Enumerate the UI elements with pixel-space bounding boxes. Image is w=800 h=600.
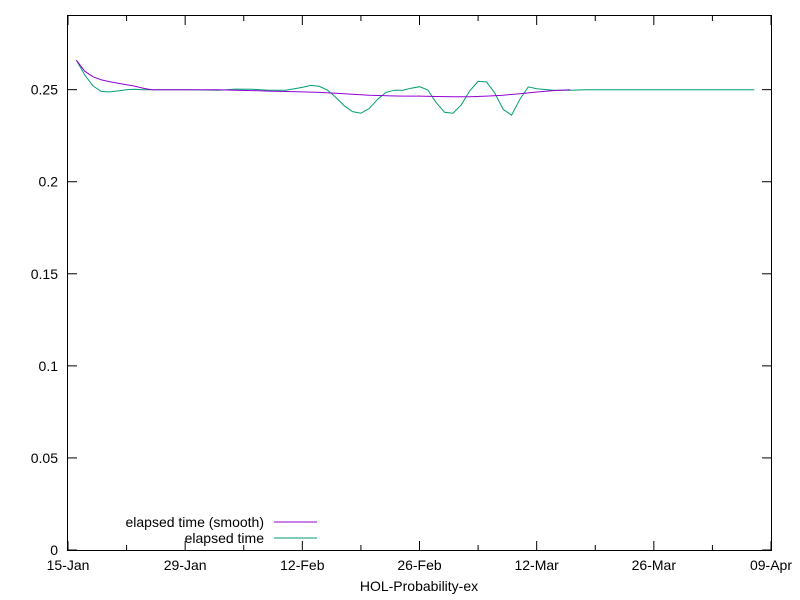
y-tick-label: 0.1 [39, 358, 59, 374]
series-line-smooth [76, 59, 571, 98]
axis-ticks [67, 16, 772, 551]
legend: elapsed time (smooth)elapsed time [125, 514, 317, 546]
x-axis-title: HOL-Probability-ex [360, 578, 478, 594]
x-tick-label: 26-Mar [632, 557, 677, 573]
y-tick-label: 0 [50, 542, 58, 558]
y-tick-label: 0.15 [31, 266, 58, 282]
y-tick-label: 0.25 [31, 82, 58, 98]
x-tick-label: 15-Jan [47, 557, 90, 573]
y-tick-label: 0.05 [31, 450, 58, 466]
x-tick-label: 12-Feb [280, 557, 325, 573]
x-tick-label: 12-Mar [514, 557, 559, 573]
x-tick-label: 09-Apr [750, 557, 792, 573]
series-line-elapsed [75, 59, 755, 116]
legend-label: elapsed time (smooth) [125, 514, 264, 530]
x-tick-label: 26-Feb [397, 557, 442, 573]
plot-frame [67, 15, 772, 551]
legend-label: elapsed time [185, 530, 265, 546]
x-tick-label: 29-Jan [164, 557, 207, 573]
tick-labels: 15-Jan 29-Jan 12-Feb 26-Feb 12-Mar 26-Mar 09-A… [31, 82, 793, 573]
y-tick-label: 0.2 [39, 174, 59, 190]
series-lines [75, 59, 755, 116]
